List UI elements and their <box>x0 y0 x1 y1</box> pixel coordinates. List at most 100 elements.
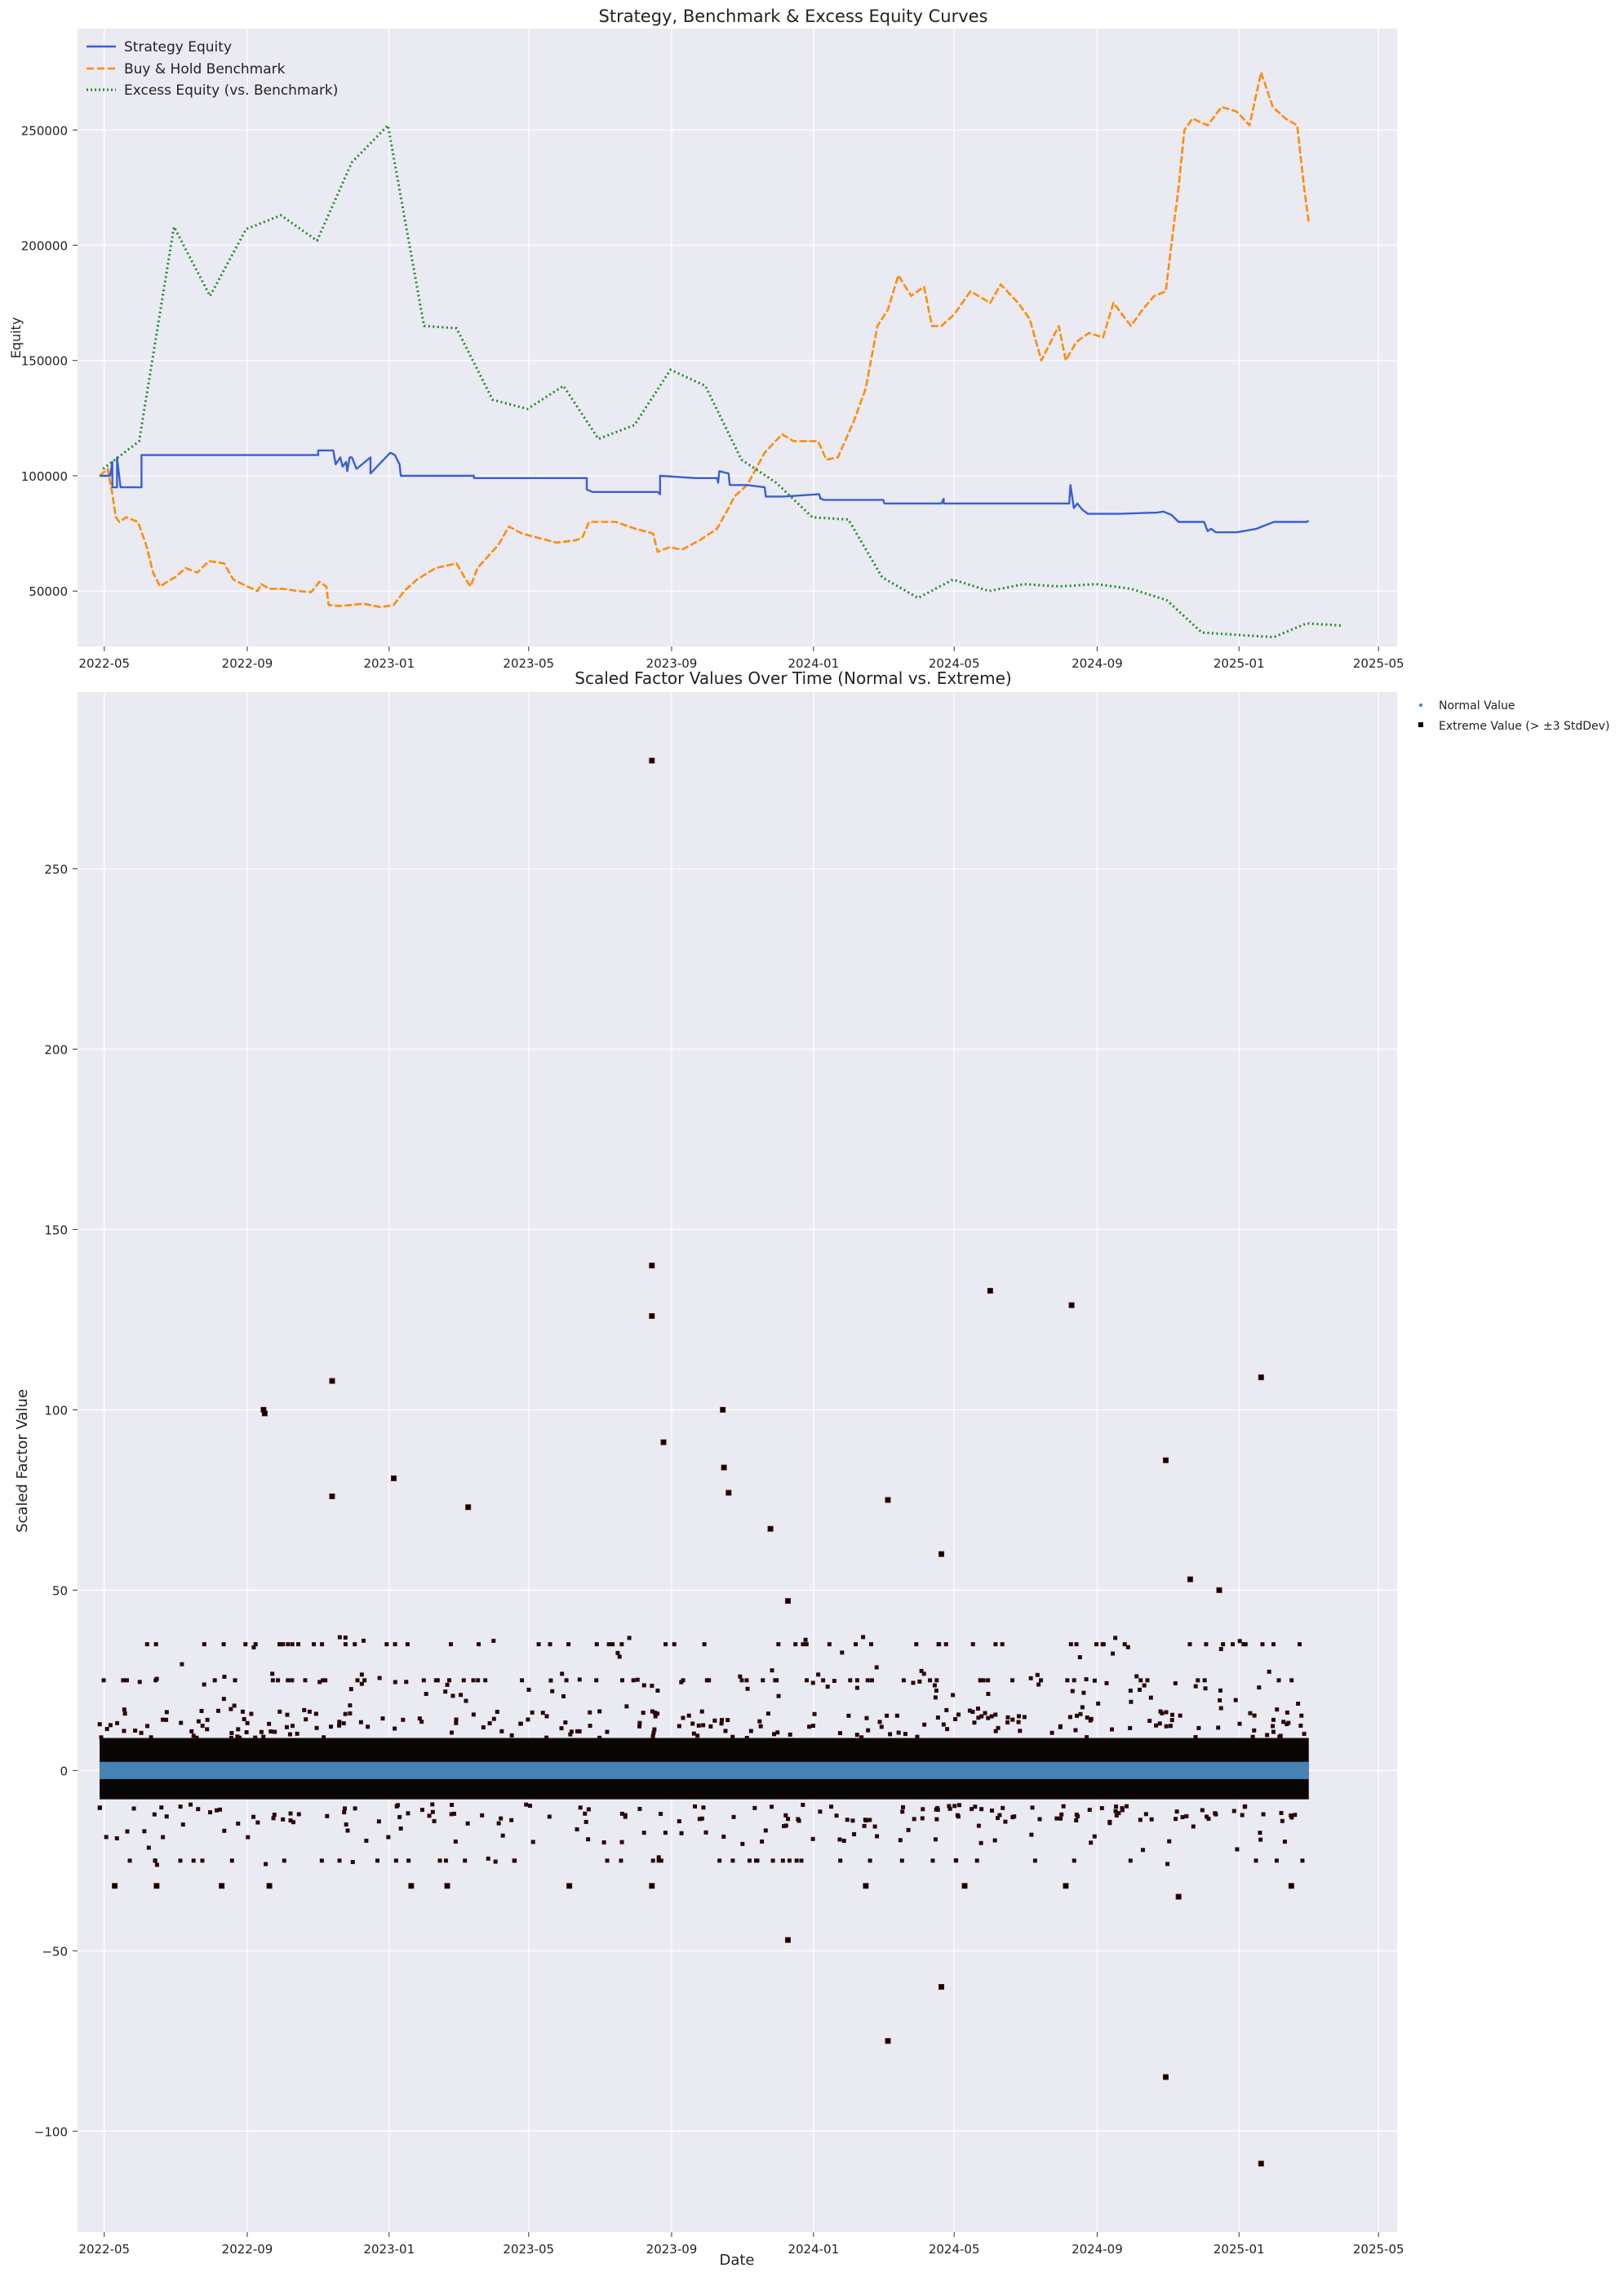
extreme-point <box>583 1811 588 1816</box>
factor-legend: Normal Value Extreme Value (> ±3 StdDev) <box>1418 699 1609 733</box>
extreme-point <box>928 1678 933 1683</box>
extreme-point <box>712 1718 717 1723</box>
extreme-point <box>1302 1731 1307 1736</box>
extreme-point <box>786 1817 791 1822</box>
extreme-point <box>232 1703 237 1708</box>
extreme-point <box>1265 1733 1270 1738</box>
extreme-point <box>787 1858 792 1863</box>
extreme-point <box>1085 1716 1089 1720</box>
extreme-point <box>730 1858 735 1863</box>
extreme-point <box>586 1807 591 1812</box>
extreme-point <box>619 1840 624 1844</box>
extreme-point <box>624 1704 629 1709</box>
extreme-point <box>780 1858 785 1863</box>
factor-x-tick-label: 2023-05 <box>503 2242 554 2257</box>
extreme-point <box>864 1716 869 1720</box>
extreme-point <box>1169 1718 1174 1723</box>
extreme-value-point <box>938 1551 945 1557</box>
extreme-point <box>321 1678 326 1683</box>
extreme-point <box>196 1719 201 1724</box>
extreme-point <box>1280 1818 1285 1823</box>
extreme-point <box>268 1729 273 1734</box>
extreme-point <box>879 1724 884 1729</box>
extreme-point <box>848 1678 853 1683</box>
extreme-point <box>1157 1721 1162 1726</box>
extreme-point <box>770 1804 774 1809</box>
extreme-point <box>816 1672 821 1677</box>
extreme-point <box>896 1730 901 1735</box>
extreme-point <box>359 1672 364 1677</box>
extreme-point <box>690 1721 695 1726</box>
extreme-point <box>1196 1678 1200 1683</box>
extreme-point <box>290 1642 295 1647</box>
extreme-point <box>1149 1817 1154 1822</box>
extreme-point <box>945 1727 950 1732</box>
extreme-point <box>1005 1715 1010 1720</box>
extreme-point <box>821 1678 826 1683</box>
extreme-point <box>1073 1728 1078 1733</box>
extreme-point <box>672 1642 677 1647</box>
extreme-value-point <box>465 1504 472 1511</box>
extreme-point <box>122 1711 127 1716</box>
factor-x-tick-label: 2024-05 <box>929 2242 980 2257</box>
extreme-value-point <box>444 1883 450 1889</box>
extreme-point <box>362 1678 367 1683</box>
extreme-point <box>793 1642 798 1647</box>
extreme-value-point <box>885 1497 891 1503</box>
extreme-point <box>566 1642 571 1647</box>
extreme-point <box>1165 1862 1170 1866</box>
extreme-point <box>563 1720 568 1725</box>
extreme-point <box>463 1858 468 1863</box>
extreme-point <box>561 1693 566 1698</box>
factor-x-tick-labels: 2022-05 2022-09 2023-01 2023-05 2023-09 2024-… <box>78 2232 1404 2257</box>
extreme-point <box>917 1679 922 1684</box>
extreme-point <box>205 1727 210 1732</box>
extreme-point <box>1252 1713 1257 1718</box>
equity-y-axis-label: Equity <box>8 317 24 359</box>
extreme-point <box>476 1678 481 1683</box>
extreme-point <box>459 1693 464 1698</box>
extreme-point <box>499 1816 504 1821</box>
extreme-point <box>730 1734 735 1739</box>
extreme-point <box>243 1642 248 1647</box>
extreme-point <box>337 1720 342 1724</box>
extreme-point <box>481 1725 486 1730</box>
extreme-point <box>947 1804 952 1809</box>
extreme-point <box>450 1730 455 1735</box>
extreme-point <box>619 1642 624 1647</box>
extreme-point <box>691 1731 696 1736</box>
extreme-point <box>1005 1720 1010 1724</box>
extreme-point <box>1145 1678 1150 1683</box>
extreme-point <box>1271 1724 1276 1729</box>
extreme-point <box>686 1713 691 1718</box>
extreme-point <box>920 1816 925 1821</box>
extreme-value-point <box>1162 2074 1169 2080</box>
extreme-point <box>888 1732 893 1737</box>
extreme-point <box>1241 1642 1246 1647</box>
factor-y-tick-labels: −100 −50 0 50 100 150 200 250 <box>34 863 78 2139</box>
extreme-point <box>307 1709 312 1714</box>
legend-label-strategy: Strategy Equity <box>124 39 232 55</box>
factor-chart-title: Scaled Factor Values Over Time (Normal v… <box>575 668 1011 688</box>
extreme-point <box>276 1678 281 1683</box>
extreme-point <box>270 1678 275 1683</box>
extreme-value-point <box>721 1464 727 1471</box>
extreme-point <box>623 1813 628 1818</box>
extreme-point <box>637 1720 642 1725</box>
extreme-value-point <box>720 1406 726 1413</box>
extreme-value-point <box>1063 1883 1069 1889</box>
extreme-point <box>877 1720 882 1724</box>
extreme-point <box>859 1735 864 1740</box>
legend-label-benchmark: Buy & Hold Benchmark <box>124 61 286 78</box>
extreme-point <box>932 1683 937 1688</box>
extreme-point <box>253 1735 258 1740</box>
extreme-point <box>1092 1678 1097 1683</box>
extreme-point <box>1028 1676 1033 1680</box>
extreme-point <box>641 1711 646 1716</box>
extreme-point <box>944 1707 949 1712</box>
extreme-point <box>202 1682 206 1687</box>
extreme-point <box>341 1721 346 1726</box>
extreme-point <box>421 1678 426 1683</box>
extreme-point <box>273 1729 277 1734</box>
extreme-point <box>153 1678 158 1683</box>
